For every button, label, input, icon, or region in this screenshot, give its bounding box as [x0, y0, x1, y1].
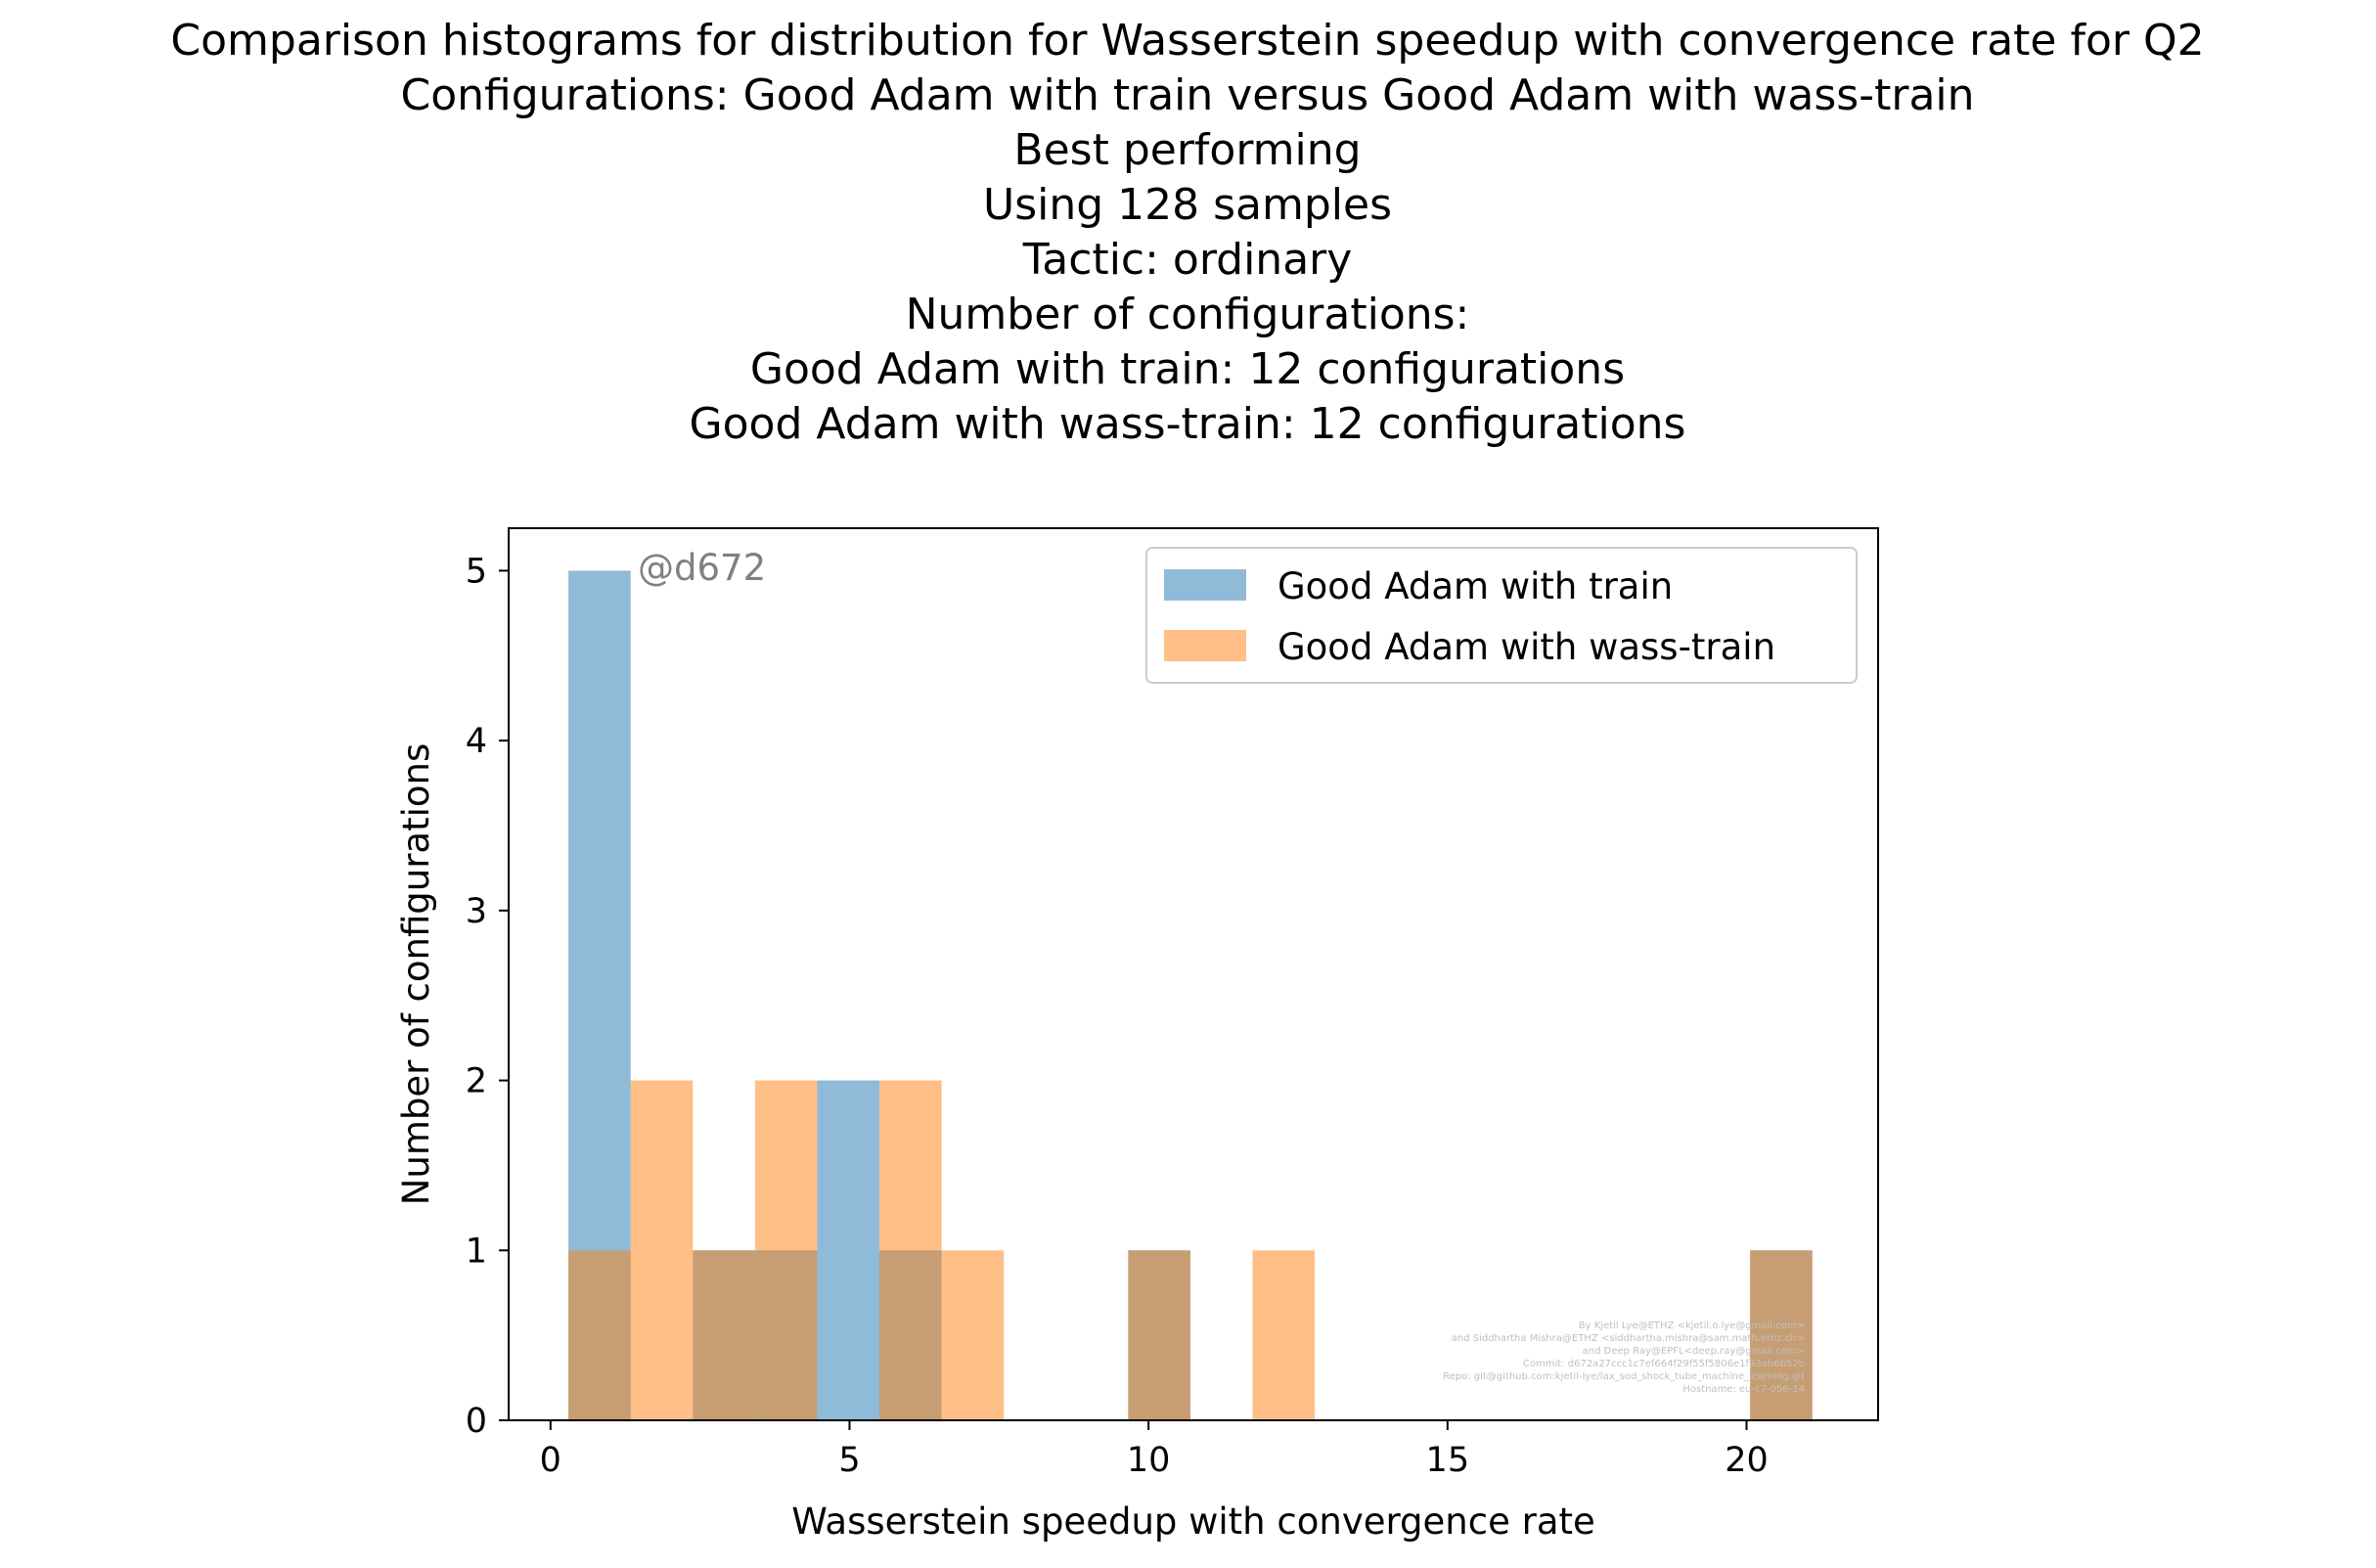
histogram-bar: [693, 1250, 755, 1420]
chart-title-line: Comparison histograms for distribution f…: [170, 16, 2204, 66]
y-tick-label: 2: [466, 1062, 487, 1101]
y-axis-label: Number of configurations: [395, 743, 437, 1206]
y-tick-label: 0: [466, 1402, 487, 1441]
chart-title-line: Best performing: [1013, 125, 1361, 175]
x-axis-label: Wasserstein speedup with convergence rat…: [791, 1501, 1595, 1543]
chart-title-line: Good Adam with wass-train: 12 configurat…: [690, 399, 1686, 449]
x-tick-label: 10: [1127, 1441, 1171, 1480]
credit-line: By Kjetil Lye@ETHZ <kjetil.o.lye@gmail.c…: [1579, 1321, 1805, 1331]
histogram-bar: [1750, 1250, 1813, 1420]
chart-title-line: Tactic: ordinary: [1022, 235, 1353, 285]
x-tick-label: 0: [540, 1441, 561, 1480]
y-tick-label: 3: [466, 892, 487, 931]
x-tick-label: 5: [838, 1441, 860, 1480]
commit-annotation: @d672: [638, 547, 766, 589]
histogram-bar: [568, 1250, 631, 1420]
credit-line: and Siddhartha Mishra@ETHZ <siddhartha.m…: [1452, 1333, 1805, 1344]
legend-swatch: [1164, 569, 1246, 601]
histogram-bar: [879, 1080, 942, 1420]
chart-title-line: Using 128 samples: [983, 180, 1392, 230]
x-tick-label: 20: [1725, 1441, 1769, 1480]
legend-box: [1145, 547, 1858, 684]
chart-title-line: Number of configurations:: [906, 290, 1470, 339]
credit-line: Hostname: eu-c7-056-14: [1682, 1384, 1805, 1395]
plot-frame: [508, 527, 1879, 1421]
chart-title-line: Good Adam with train: 12 configurations: [750, 344, 1625, 394]
histogram-bar: [817, 1080, 880, 1420]
credit-line: and Deep Ray@EPFL<deep.ray@gmail.com>: [1583, 1346, 1805, 1357]
histogram-bar: [754, 1080, 818, 1420]
y-tick-label: 1: [466, 1232, 487, 1271]
histogram-bar: [1252, 1250, 1316, 1420]
legend-label: Good Adam with wass-train: [1278, 626, 1775, 668]
histogram-bar: [1128, 1250, 1190, 1420]
credit-line: Commit: d672a27ccc1c7ef664f29f55f5806e1f…: [1523, 1359, 1805, 1369]
chart-title-line: Configurations: Good Adam with train ver…: [400, 70, 1974, 120]
histogram-bar: [941, 1250, 1005, 1420]
x-tick-label: 15: [1426, 1441, 1470, 1480]
credit-line: Repo: git@github.com:kjetil-lye/lax_sod_…: [1443, 1371, 1805, 1382]
legend-label: Good Adam with train: [1278, 565, 1673, 607]
legend-swatch: [1164, 630, 1246, 661]
y-tick-label: 4: [466, 722, 487, 761]
y-tick-label: 5: [466, 552, 487, 591]
histogram-bar: [630, 1080, 694, 1420]
